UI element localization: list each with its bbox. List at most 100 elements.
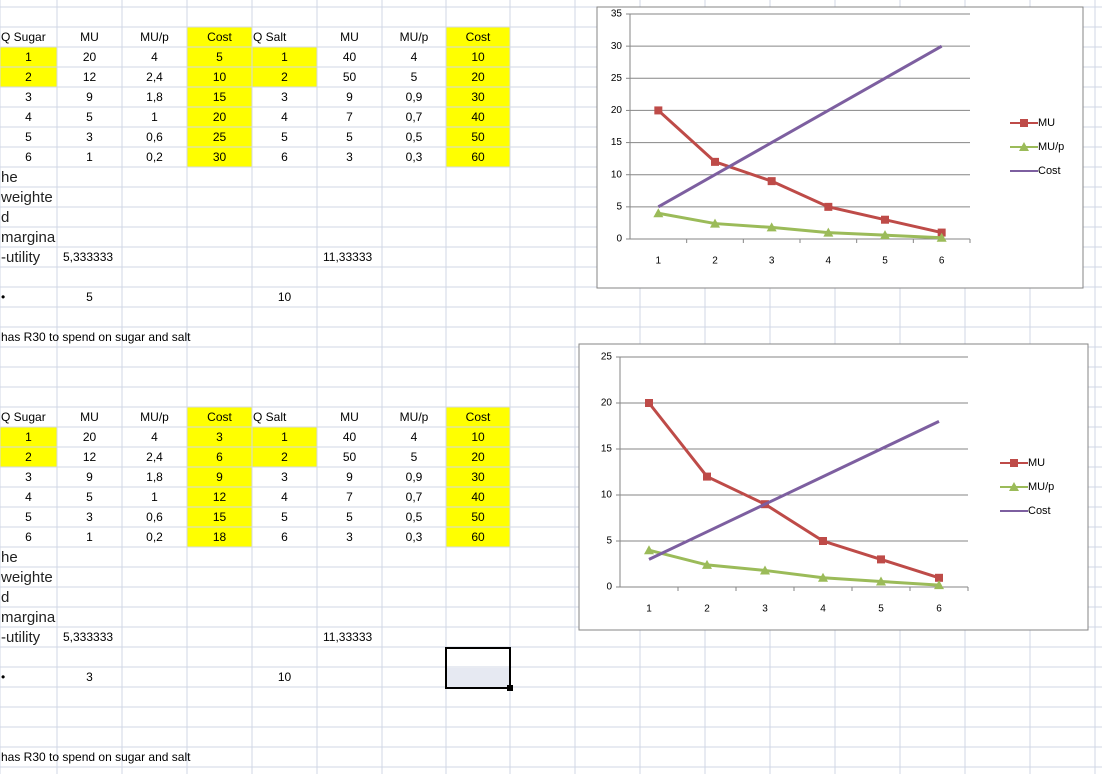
marker xyxy=(703,472,711,481)
y-tick-label: 10 xyxy=(611,169,623,180)
cell-text: 2 xyxy=(281,450,288,464)
marker xyxy=(937,228,946,237)
cell-text: 4 xyxy=(411,50,418,64)
cell-text: Q Sugar xyxy=(1,30,46,44)
marker xyxy=(760,565,770,575)
cell-text: Q Salt xyxy=(253,30,287,44)
y-tick-label: 5 xyxy=(606,536,612,547)
cell-text: 0,3 xyxy=(406,150,423,164)
marker xyxy=(711,157,719,166)
cell-text: d xyxy=(1,209,9,226)
cell-text: 50 xyxy=(471,130,485,144)
cell-text: Cost xyxy=(207,410,232,424)
series-line xyxy=(648,548,940,587)
cell-text: Cost xyxy=(466,30,491,44)
cell-text: 3 xyxy=(216,430,223,444)
cell-text: • xyxy=(1,290,5,304)
marker xyxy=(934,580,944,590)
cell-text: 20 xyxy=(83,430,97,444)
y-tick-label: 20 xyxy=(611,105,623,116)
cell-text: he xyxy=(1,549,18,566)
cell-text: MU/p xyxy=(140,410,169,424)
series-line xyxy=(648,420,940,561)
cell-text: 2,4 xyxy=(146,70,163,84)
legend-label: MU/p xyxy=(1038,141,1064,153)
selected-cell-fill xyxy=(447,668,509,688)
cell-text: 5 xyxy=(411,450,418,464)
cell-text: 60 xyxy=(471,150,485,164)
cell-text: 4 xyxy=(151,50,158,64)
cell-text: MU/p xyxy=(140,30,169,44)
cell-text: 5 xyxy=(86,290,93,304)
chart: 0 5 10 15 20 25 30 35 1 2 3 4 5 6 MU MU/p Cost xyxy=(596,6,1084,289)
chart-area xyxy=(596,6,1084,289)
cell-text: 1 xyxy=(151,110,158,124)
cell-text: 5 xyxy=(411,70,418,84)
marker xyxy=(823,227,834,237)
marker xyxy=(818,572,828,582)
x-tick-label: 2 xyxy=(712,256,718,267)
cell-text: 5 xyxy=(86,110,93,124)
cell-text: 3 xyxy=(346,150,353,164)
cell-text: 2 xyxy=(25,450,32,464)
y-tick-label: 30 xyxy=(611,41,623,52)
cell-text: 0,6 xyxy=(146,510,163,524)
cell-text: 20 xyxy=(471,70,485,84)
cell-text: 4 xyxy=(281,110,288,124)
cell-text: 5 xyxy=(25,510,32,524)
cell-text: 50 xyxy=(471,510,485,524)
x-tick-label: 3 xyxy=(769,256,775,267)
cell-text: has R30 to spend on sugar and salt xyxy=(1,750,191,764)
cell-text: 3 xyxy=(86,130,93,144)
cell-text: Q Salt xyxy=(253,410,287,424)
cell-text: 3 xyxy=(86,510,93,524)
cell-text: 4 xyxy=(281,490,288,504)
cell-text: 15 xyxy=(213,90,227,104)
x-tick-label: 4 xyxy=(820,604,826,615)
cell-text: 11,33333 xyxy=(323,250,372,264)
marker xyxy=(824,202,833,211)
cell-text: 40 xyxy=(343,50,357,64)
cell-text: margina xyxy=(1,229,56,246)
legend-marker xyxy=(1020,119,1028,127)
cell-text: 7 xyxy=(346,490,353,504)
y-tick-label: 15 xyxy=(611,137,623,148)
y-tick-label: 25 xyxy=(611,73,623,84)
y-tick-label: 20 xyxy=(601,398,613,409)
cell-text: Cost xyxy=(207,30,232,44)
cell-text: Q Sugar xyxy=(1,410,46,424)
marker xyxy=(702,559,712,569)
marker xyxy=(877,555,885,564)
x-tick-label: 1 xyxy=(656,256,662,267)
legend-marker xyxy=(1010,459,1018,467)
cell-text: MU xyxy=(80,30,99,44)
legend-label: Cost xyxy=(1028,505,1051,517)
cell-text: 4 xyxy=(411,430,418,444)
cell-text: -utility xyxy=(1,249,41,266)
cell-text: 1 xyxy=(151,490,158,504)
cell-text: MU xyxy=(80,410,99,424)
highlight-cell xyxy=(187,407,252,547)
cell-text: 3 xyxy=(281,90,288,104)
marker xyxy=(819,537,827,545)
y-tick-label: 5 xyxy=(616,201,622,212)
cell-text: weighte xyxy=(0,569,53,586)
legend-label: MU/p xyxy=(1028,481,1054,493)
cell-text: 0,9 xyxy=(406,470,423,484)
legend-label: MU xyxy=(1038,117,1055,129)
x-tick-label: 6 xyxy=(936,604,942,615)
cell-text: 3 xyxy=(281,470,288,484)
cell-text: 4 xyxy=(151,430,158,444)
cell-text: 10 xyxy=(471,430,485,444)
legend-label: Cost xyxy=(1038,165,1061,177)
cell-text: 0,3 xyxy=(406,530,423,544)
cell-text: 1 xyxy=(281,50,288,64)
cell-text: 20 xyxy=(83,50,97,64)
cell-text: 12 xyxy=(213,490,227,504)
cell-text: 3 xyxy=(25,90,32,104)
cell-text: 4 xyxy=(25,490,32,504)
cell-text: 9 xyxy=(346,470,353,484)
cell-text: 12 xyxy=(83,70,97,84)
